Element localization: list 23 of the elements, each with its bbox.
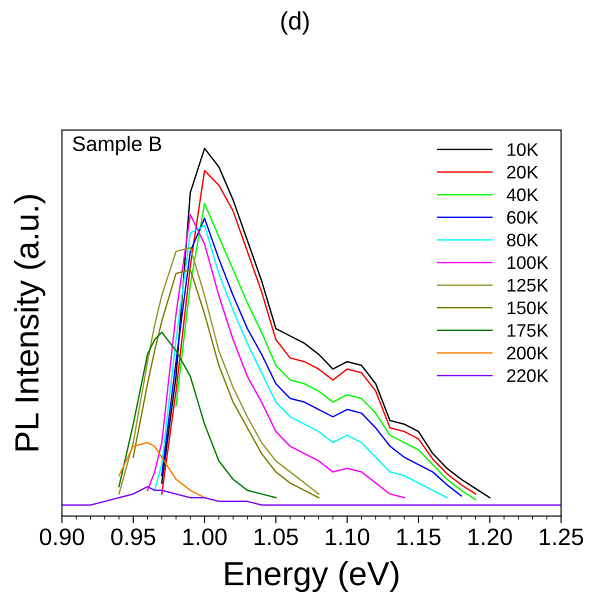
- x-tick-label: 0.90: [40, 528, 84, 546]
- legend-label: 100K: [508, 256, 548, 270]
- legend-label: 220K: [507, 369, 548, 382]
- legend-label: 80K: [507, 234, 538, 246]
- x-tick-label: 1.20: [468, 528, 512, 546]
- chart-title: (d): [281, 11, 309, 35]
- x-tick-label: 1.05: [254, 528, 298, 546]
- legend-label: 60K: [507, 211, 538, 224]
- legend-label: 40K: [506, 188, 538, 202]
- legend-label: 200K: [507, 346, 548, 360]
- y-axis-title: PL Intensity (a.u.): [14, 195, 46, 450]
- legend-label: 175K: [508, 324, 548, 337]
- x-tick-label: 1.25: [540, 528, 584, 546]
- legend-label: 125K: [508, 278, 548, 292]
- legend-label: 150K: [508, 301, 548, 314]
- legend-label: 10K: [508, 143, 538, 156]
- x-tick-label: 0.95: [111, 528, 156, 546]
- x-tick-label: 1.00: [183, 528, 227, 546]
- x-tick-label: 1.10: [326, 528, 370, 546]
- legend-label: 20K: [507, 166, 538, 179]
- annotation: Sample B: [72, 136, 162, 156]
- x-tick-label: 1.15: [397, 528, 440, 546]
- x-axis-title: Energy (eV): [225, 560, 398, 592]
